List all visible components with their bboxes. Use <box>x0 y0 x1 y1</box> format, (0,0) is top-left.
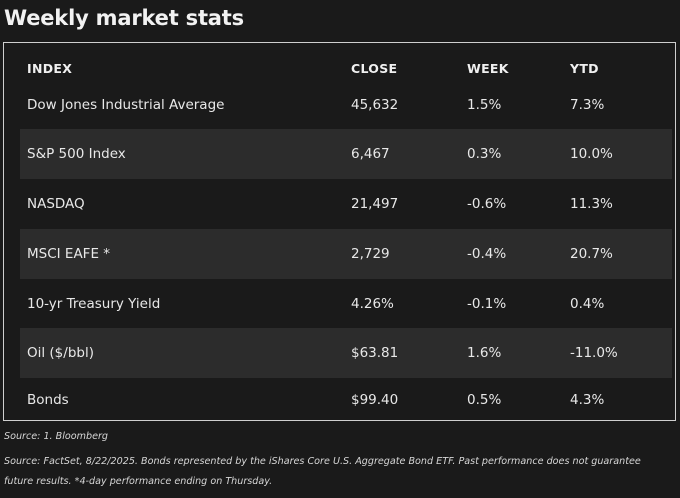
index-name: S&P 500 Index <box>27 146 126 162</box>
table-row: S&P 500 Index 6,467 0.3% 10.0% <box>20 129 672 179</box>
table-row: Dow Jones Industrial Average 45,632 1.5%… <box>20 80 672 130</box>
footnote-source-1: Source: 1. Bloomberg <box>4 431 109 442</box>
week-change: 0.3% <box>467 146 502 162</box>
ytd-change: 20.7% <box>570 246 613 262</box>
table-row: Oil ($/bbl) $63.81 1.6% -11.0% <box>20 328 672 378</box>
week-change: -0.4% <box>467 246 507 262</box>
ytd-change: 7.3% <box>570 97 605 113</box>
table-row: Bonds $99.40 0.5% 4.3% <box>20 378 672 421</box>
ytd-change: 0.4% <box>570 296 605 312</box>
close-value: $99.40 <box>351 391 399 408</box>
close-value: 21,497 <box>351 196 399 212</box>
index-name: Bonds <box>27 391 69 408</box>
ytd-change: 10.0% <box>570 146 613 162</box>
index-name: MSCI EAFE * <box>27 246 111 262</box>
close-value: 4.26% <box>351 296 394 312</box>
column-header-close: CLOSE <box>351 60 398 76</box>
footnote-source-2-line-1: Source: FactSet, 8/22/2025. Bonds repres… <box>4 456 641 467</box>
page-title: Weekly market stats <box>4 6 244 30</box>
week-change: 1.6% <box>467 345 502 361</box>
week-change: 1.5% <box>467 97 502 113</box>
ytd-change: 4.3% <box>570 391 605 408</box>
table-row: MSCI EAFE * 2,729 -0.4% 20.7% <box>20 229 672 279</box>
close-value: 45,632 <box>351 97 399 113</box>
footnote-source-2-line-2: future results. *4-day performance endin… <box>4 476 273 487</box>
ytd-change: -11.0% <box>570 345 618 361</box>
table-header-row: INDEX CLOSE WEEK YTD <box>20 43 672 93</box>
column-header-week: WEEK <box>467 60 509 76</box>
close-value: 2,729 <box>351 246 390 262</box>
index-name: 10-yr Treasury Yield <box>27 296 161 312</box>
column-header-ytd: YTD <box>570 60 599 76</box>
table-row: NASDAQ 21,497 -0.6% 11.3% <box>20 179 672 229</box>
close-value: 6,467 <box>351 146 390 162</box>
week-change: -0.6% <box>467 196 507 212</box>
ytd-change: 11.3% <box>570 196 613 212</box>
market-stats-table: INDEX CLOSE WEEK YTD Dow Jones Industria… <box>3 42 676 421</box>
index-name: Dow Jones Industrial Average <box>27 97 225 113</box>
table-row: 10-yr Treasury Yield 4.26% -0.1% 0.4% <box>20 279 672 329</box>
week-change: -0.1% <box>467 296 507 312</box>
column-header-index: INDEX <box>27 60 73 76</box>
week-change: 0.5% <box>467 391 502 408</box>
close-value: $63.81 <box>351 345 399 361</box>
index-name: Oil ($/bbl) <box>27 345 94 361</box>
index-name: NASDAQ <box>27 196 85 212</box>
